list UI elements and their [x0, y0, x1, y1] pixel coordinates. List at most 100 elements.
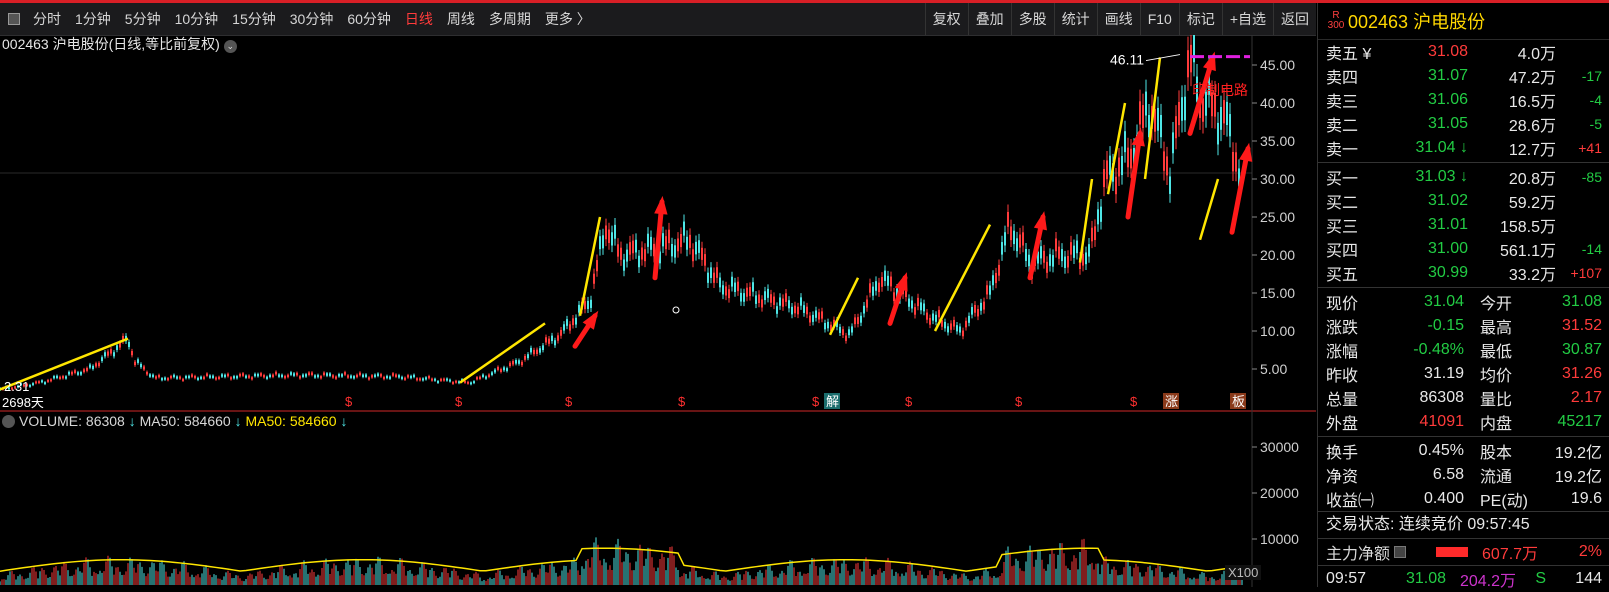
toolbar-button[interactable]: 标记: [1178, 3, 1222, 35]
candle-body: [146, 371, 148, 375]
candle-body: [1208, 69, 1210, 95]
period-tab[interactable]: 更多 〉: [544, 11, 591, 27]
flow-bar: [1436, 547, 1469, 557]
level-label: 买三: [1326, 219, 1359, 236]
candle-body: [908, 298, 910, 307]
toolbar-button[interactable]: 画线: [1096, 3, 1140, 35]
candle-body: [752, 282, 754, 292]
quote-value: 0.400: [1423, 490, 1464, 507]
candle-body: [68, 371, 70, 375]
candle-body: [458, 381, 460, 384]
panel-toggle-icon[interactable]: [8, 13, 20, 25]
period-tab[interactable]: 10分钟: [174, 11, 219, 27]
toolbar-button[interactable]: 统计: [1053, 3, 1097, 35]
ask-row[interactable]: 卖二 31.05 28.6万 -5: [1318, 112, 1609, 136]
candle-body: [191, 374, 193, 377]
candle-body: [809, 315, 811, 323]
chevron-down-icon[interactable]: [2, 415, 15, 428]
candle-body: [746, 287, 748, 297]
quote-key: PE(动): [1480, 493, 1529, 510]
period-tab[interactable]: 周线: [446, 11, 475, 27]
candle-body: [326, 373, 328, 376]
candle-body: [272, 374, 274, 378]
cursor-icon: [672, 306, 680, 314]
candle-body: [524, 355, 526, 360]
candle-body: [203, 376, 205, 379]
candle-body: [230, 377, 232, 380]
candle-body: [836, 320, 838, 327]
candle-body: [584, 301, 586, 310]
candle-body: [1142, 105, 1144, 129]
max-pointer: [1145, 54, 1181, 62]
candle-body: [491, 372, 493, 375]
event-marker: $: [345, 394, 353, 409]
period-tab[interactable]: 30分钟: [289, 11, 334, 27]
level-volume: 47.2万: [1508, 70, 1556, 87]
candle-body: [626, 249, 628, 262]
stock-code-name: 002463 沪电股份: [1348, 12, 1486, 32]
ask-row[interactable]: 卖一 31.04 ↓ 12.7万 +41: [1318, 136, 1609, 160]
candle-body: [986, 285, 988, 295]
bid-row[interactable]: 买二 31.02 59.2万: [1318, 189, 1609, 213]
toolbar-button[interactable]: 返回: [1273, 3, 1316, 35]
candle-body: [356, 374, 358, 378]
period-tab[interactable]: 分时: [33, 11, 61, 27]
period-tab[interactable]: 5分钟: [124, 11, 161, 27]
candle-body: [962, 330, 964, 337]
period-tab[interactable]: 15分钟: [232, 11, 276, 27]
candle-body: [1106, 160, 1108, 180]
candle-body: [848, 329, 850, 336]
ask-row[interactable]: 卖四 31.07 47.2万 -17: [1318, 64, 1609, 88]
candle-body: [1082, 253, 1084, 266]
candle-body: [512, 360, 514, 365]
candle-body: [674, 245, 676, 258]
candle-body: [437, 380, 439, 383]
tick-price: 31.08: [1405, 570, 1446, 587]
candle-body: [1205, 91, 1207, 116]
candle-body: [44, 382, 46, 385]
ask-row[interactable]: 卖三 31.06 16.5万 -4: [1318, 88, 1609, 112]
toolbar-button[interactable]: 多股: [1010, 3, 1054, 35]
candle-body: [875, 281, 877, 291]
period-tab[interactable]: 多周期: [488, 11, 531, 27]
bid-row[interactable]: 买四 31.00 561.1万 -14: [1318, 237, 1609, 261]
candle-body: [1103, 168, 1105, 188]
toolbar-button[interactable]: 复权: [924, 3, 968, 35]
ask-row[interactable]: 卖五 ¥ 31.08 4.0万: [1318, 40, 1609, 64]
kline-chart[interactable]: 45.00 40.00 35.00 30.00 25.00 20.00 15.00 10.00…: [0, 35, 1316, 587]
bid-row[interactable]: 买五 30.99 33.2万 +107: [1318, 261, 1609, 285]
candle-body: [974, 305, 976, 313]
candle-body: [983, 301, 985, 310]
red-arrow: [1187, 54, 1216, 136]
quote-value: 2.17: [1570, 389, 1602, 406]
highlight-trend: [828, 277, 860, 336]
chevron-down-icon[interactable]: ⌄: [223, 40, 237, 53]
candle-body: [176, 376, 178, 379]
candle-body: [839, 326, 841, 333]
y-tick-label: 20.00: [1260, 247, 1295, 263]
period-tab[interactable]: 日线: [404, 11, 433, 27]
bid-row[interactable]: 买一 31.03 ↓ 20.8万 -85: [1318, 165, 1609, 189]
y-tick-label: 40.00: [1260, 95, 1295, 111]
candle-body: [35, 381, 37, 384]
toolbar-button[interactable]: F10: [1139, 3, 1179, 35]
period-tab[interactable]: 1分钟: [75, 11, 111, 27]
candle-body: [158, 374, 160, 378]
candle-body: [842, 329, 844, 336]
flow-detail-icon[interactable]: [1394, 546, 1407, 558]
candle-body: [56, 375, 58, 379]
candle-body: [659, 251, 661, 264]
level-label: 买四: [1326, 243, 1359, 260]
toolbar-button[interactable]: 叠加: [967, 3, 1011, 35]
candle-body: [593, 273, 595, 284]
candle-body: [998, 264, 1000, 276]
candle-body: [1052, 255, 1054, 267]
toolbar-button[interactable]: +自选: [1221, 3, 1273, 35]
quote-value: 45217: [1557, 413, 1603, 430]
candle-body: [854, 317, 856, 325]
bid-row[interactable]: 买三 31.01 158.5万: [1318, 213, 1609, 237]
period-tab[interactable]: 60分钟: [347, 11, 391, 27]
event-marker: $: [565, 394, 573, 409]
candle-body: [1088, 244, 1090, 257]
candle-body: [122, 335, 124, 342]
